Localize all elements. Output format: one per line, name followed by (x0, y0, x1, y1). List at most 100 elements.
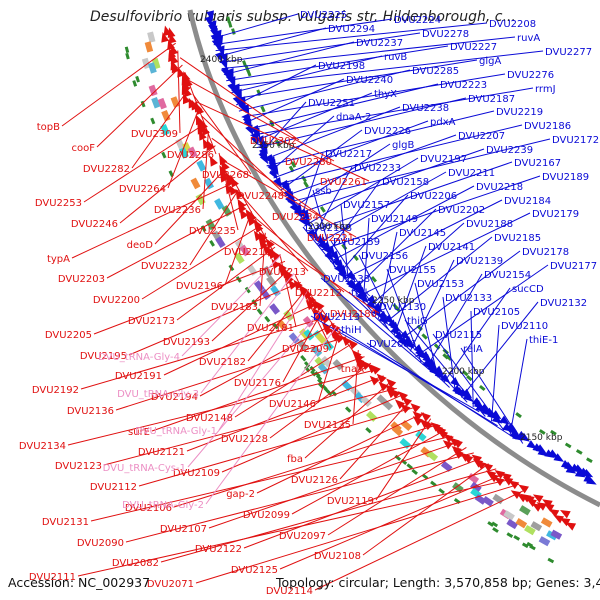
trna-gene-label: DVU_tRNA-Cys-1 (103, 463, 186, 474)
reverse-gene-label: DVU2203 (58, 274, 105, 285)
forward-gene-label: DVU2130 (379, 302, 426, 313)
cog-feature-block (366, 410, 378, 422)
reverse-gene-arrow (390, 388, 401, 399)
map-title: Desulfovibrio vulgaris subsp. vulgaris s… (90, 9, 516, 25)
forward-gene-arrow (526, 440, 538, 449)
forward-gene-arrow (426, 358, 437, 369)
reverse-gene-arrow (253, 230, 263, 242)
gc-content-mark (244, 64, 250, 72)
gc-content-mark (515, 412, 522, 419)
reverse-gene-arrow (268, 248, 278, 260)
gc-skew-mark (506, 532, 514, 538)
forward-gene-label: DVU2276 (507, 70, 554, 81)
label-leader-line (77, 478, 512, 577)
reverse-gene-arrow (184, 86, 192, 98)
reverse-gene-label: DVU2180 (330, 309, 377, 320)
cog-feature-block (205, 218, 216, 231)
trna-gene-label: DVU_tRNA-Gly-1 (135, 426, 217, 437)
label-leader-line (311, 295, 367, 369)
forward-gene-label: DVU2185 (494, 233, 541, 244)
label-leader-line (442, 296, 456, 393)
forward-gene-label: ssb (315, 186, 332, 197)
gc-skew-mark (406, 463, 413, 470)
reverse-gene-arrow (420, 412, 431, 422)
reverse-gene-arrow (386, 378, 397, 389)
label-leader-line (343, 199, 503, 280)
forward-gene-label: DVU2133 (445, 293, 492, 304)
label-leader-line (221, 394, 404, 473)
label-leader-line (291, 429, 446, 515)
reverse-gene-label: DVU2136 (67, 406, 114, 417)
cog-feature-block (234, 252, 245, 265)
label-leader-line (415, 264, 549, 358)
forward-gene-arrow (586, 476, 597, 485)
forward-gene-label: DVU2197 (420, 154, 467, 165)
forward-gene-arrow (259, 153, 269, 165)
cog-feature-block (288, 332, 300, 344)
cog-feature-block (144, 41, 154, 53)
forward-gene-label: DVU2157 (343, 200, 390, 211)
label-leader-line (316, 171, 447, 245)
cog-feature-block (519, 505, 531, 516)
reverse-gene-arrow (369, 375, 380, 386)
forward-gene-label: DVU2145 (399, 228, 446, 239)
forward-gene-label: DVU2225 (300, 10, 347, 21)
cog-feature-block (187, 146, 198, 159)
reverse-gene-label: DVU2176 (234, 378, 281, 389)
forward-gene-label: DVU2224 (394, 15, 441, 26)
reverse-gene-arrow (239, 208, 249, 220)
forward-gene-arrow (216, 45, 225, 57)
reverse-gene-arrow (543, 503, 555, 512)
forward-gene-label: DVU2223 (440, 80, 487, 91)
gc-skew-mark (161, 151, 167, 159)
genome-summary-text: Topology: circular; Length: 3,570,858 bp… (276, 575, 600, 590)
gc-skew-mark (492, 527, 499, 533)
gc-content-mark (586, 457, 593, 463)
reverse-gene-arrow (360, 360, 371, 371)
label-leader-line (238, 69, 411, 112)
reverse-gene-arrow (367, 363, 378, 374)
reverse-gene-label: DVU2123 (55, 461, 102, 472)
forward-gene-label: DVU2219 (496, 107, 543, 118)
label-leader-line (125, 452, 474, 543)
label-leader-line (320, 277, 433, 373)
forward-gene-arrow (491, 414, 503, 424)
gc-content-mark (242, 60, 247, 67)
gc-skew-mark (251, 299, 258, 306)
gc-skew-mark (529, 544, 536, 551)
forward-gene-label: DVU2172 (552, 135, 599, 146)
reverse-gene-label: DVU2148 (186, 413, 233, 424)
reverse-gene-label: gap-2 (226, 489, 255, 500)
reverse-gene-arrow (526, 498, 537, 508)
forward-gene-label: DVU2149 (371, 214, 418, 225)
reverse-gene-label: DVU2261 (320, 177, 367, 188)
reverse-gene-label: DVU2236 (154, 205, 201, 216)
forward-gene-label: DVU2138 (323, 274, 370, 285)
kbp-tick-label: 2400 kbp (200, 55, 243, 65)
reverse-gene-arrow (453, 449, 464, 459)
label-leader-line (200, 273, 295, 394)
reverse-gene-label: DVU2280 (285, 157, 332, 168)
kbp-tick-labels: 2400 kbp 2350 kbp 2300 kbp 2250 kbp 2200 kbp… (200, 55, 563, 443)
label-leader-line (279, 473, 504, 570)
cog-feature-block (266, 275, 277, 288)
forward-gene-label: rrmJ (535, 84, 556, 95)
forward-gene-label: DVU2153 (417, 279, 464, 290)
label-leader-line (273, 120, 429, 179)
gc-skew-mark (326, 389, 333, 396)
reverse-gene-label: DVU2114 (266, 586, 313, 597)
label-leader-line (312, 189, 336, 268)
gc-skew-mark (438, 488, 445, 495)
reverse-gene-arrow (501, 472, 512, 482)
forward-gene-label: sucCD (512, 284, 544, 295)
gc-content-mark (260, 105, 266, 113)
forward-gene-label: DVU2278 (422, 29, 469, 40)
gc-skew-mark (264, 315, 271, 323)
gc-content-mark (421, 333, 428, 340)
label-leader-line (90, 435, 453, 522)
reverse-gene-arrow (548, 508, 560, 518)
cog-feature-block (190, 177, 201, 190)
cog-feature-block (215, 236, 226, 249)
label-leader-line (241, 73, 506, 118)
cog-feature-block (538, 536, 551, 547)
